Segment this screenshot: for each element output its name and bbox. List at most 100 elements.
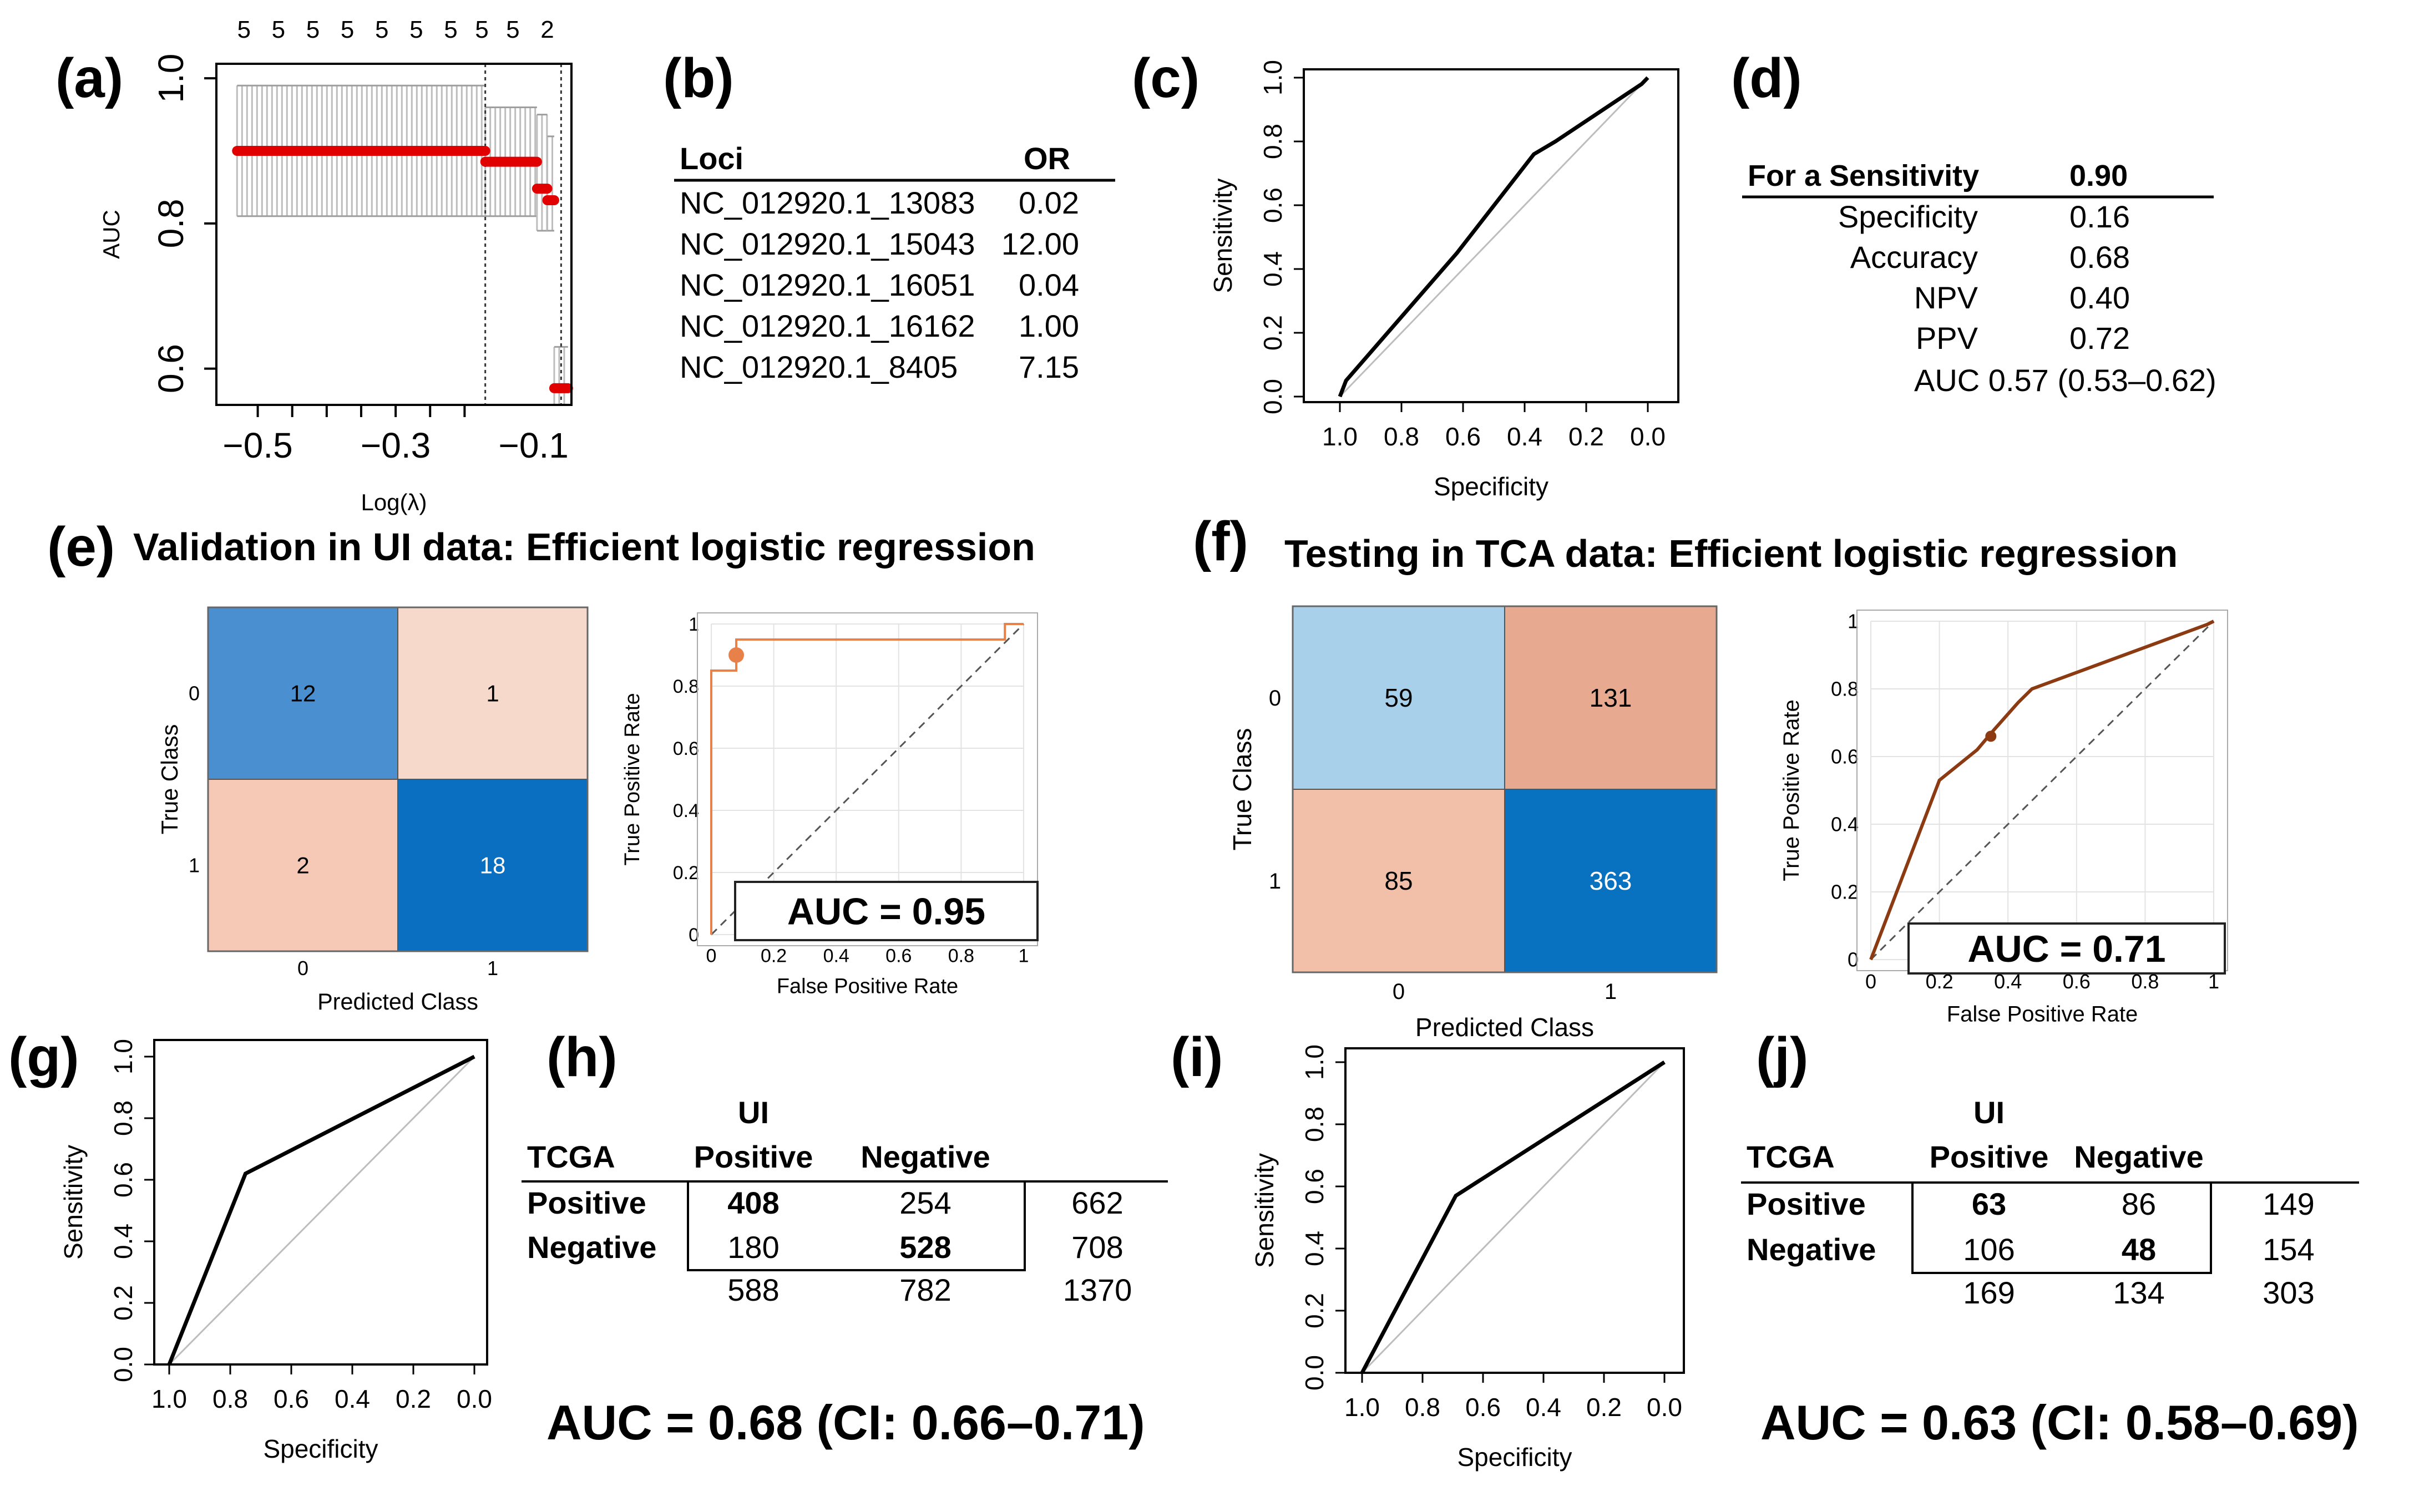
- c-y-tick-label: 0.4: [1258, 251, 1287, 287]
- j-col-total: 134: [2113, 1275, 2164, 1310]
- a-top-count: 5: [237, 16, 250, 43]
- h-col-group: UI: [738, 1095, 769, 1130]
- c-x-tick-label: 0.0: [1630, 422, 1666, 451]
- g-roc-curve: [167, 1054, 475, 1366]
- f-cm-cell: [1292, 606, 1505, 790]
- c-roc-curve: [1338, 76, 1649, 398]
- e-roc-x-tick-label: 0.6: [885, 945, 912, 966]
- d-table-rows: Specificity 0.16 Accuracy 0.68 NPV 0.40 PPV 0.7…: [1838, 199, 2130, 356]
- f-cm-col-label: 1: [1605, 980, 1617, 1004]
- i-y-tick-label: 0.0: [1300, 1355, 1329, 1391]
- e-roc-y-tick-label: 1: [689, 614, 699, 635]
- j-row-total: 149: [2263, 1186, 2314, 1221]
- a-x-tick-label: −0.5: [222, 425, 292, 465]
- j-row-group: TCGA: [1747, 1139, 1835, 1174]
- panel-a-letter: (a): [55, 47, 123, 109]
- e-roc-auc-label: AUC = 0.95: [787, 891, 985, 933]
- e-roc-x-tick-label: 0.8: [948, 945, 974, 966]
- a-x-axis-label: Log(λ): [361, 489, 427, 515]
- j-auc-line: AUC = 0.63 (CI: 0.58–0.69): [1760, 1395, 2359, 1450]
- e-roc-y-tick-label: 0.6: [673, 738, 699, 759]
- i-x-tick-label: 1.0: [1344, 1393, 1380, 1422]
- panel-g-letter: (g): [8, 1026, 79, 1088]
- h-auc-line: AUC = 0.68 (CI: 0.66–0.71): [546, 1395, 1145, 1450]
- panel-g-roc: 1.0 0.8 0.6 0.4 0.2 0.0 0.0 0.2 0.4 0.6 0.8 1.0 Spec…: [59, 1039, 492, 1463]
- e-cm-cell: [397, 779, 588, 952]
- b-locus-cell: NC_012920.1_13083: [680, 185, 975, 220]
- a-y-tick-label: 1.0: [151, 54, 191, 103]
- e-roc-y-tick-label: 0.8: [673, 676, 699, 697]
- g-y-tick-label: 0.2: [109, 1285, 138, 1321]
- h-cell: 180: [727, 1230, 779, 1265]
- f-confusion-matrix: 59 131 85 363 0 1 0 1 Predicted Class True Class: [1228, 605, 1718, 1042]
- panel-b-odds-table: Loci OR NC_012920.1_13083 0.02NC_012920.1…: [674, 141, 1115, 384]
- b-locus-cell: NC_012920.1_8405: [680, 349, 958, 384]
- f-roc-y-tick-label: 0.8: [1831, 678, 1859, 701]
- b-or-cell: 12.00: [1001, 226, 1079, 261]
- i-y-tick-label: 0.2: [1300, 1293, 1329, 1328]
- j-row-header: Positive: [1747, 1186, 1866, 1221]
- panel-c-letter: (c): [1132, 47, 1200, 109]
- f-roc-y-tick-label: 0.4: [1831, 813, 1859, 836]
- e-cm-cell-value: 18: [480, 853, 506, 879]
- h-row-header: Negative: [527, 1230, 656, 1265]
- e-cm-cell: [208, 607, 398, 780]
- h-table: UI TCGA Positive Negative Positive 408 254 662 N…: [522, 1095, 1168, 1450]
- c-x-axis-label: Specificity: [1434, 472, 1548, 501]
- f-cm-cell: [1504, 789, 1717, 973]
- a-cv-lines: [484, 64, 562, 405]
- a-error-bars: [236, 84, 568, 406]
- e-roc-x-tick-label: 0: [706, 945, 717, 966]
- a-top-count: 2: [540, 16, 554, 43]
- a-y-tick-label: 0.8: [151, 199, 191, 248]
- c-x-tick-label: 0.2: [1568, 422, 1604, 451]
- f-roc-auc-label: AUC = 0.71: [1967, 928, 2165, 970]
- g-diagonal: [168, 1056, 475, 1366]
- f-roc-x-tick-label: 1: [2208, 970, 2219, 993]
- e-roc-auc-box: [734, 881, 1039, 941]
- h-col-total: 588: [727, 1272, 779, 1307]
- g-y-tick-label: 0.4: [109, 1224, 138, 1259]
- g-plot: 1.0 0.8 0.6 0.4 0.2 0.0 0.0 0.2 0.4 0.6 0.8 1.0 Spec…: [59, 1039, 492, 1463]
- panel-h-letter: (h): [546, 1026, 618, 1088]
- a-top-count: 5: [272, 16, 285, 43]
- f-cm-cell-value: 131: [1590, 683, 1632, 712]
- panel-f-title: Testing in TCA data: Efficient logistic …: [1284, 532, 2178, 575]
- h-row-header: Positive: [527, 1185, 646, 1220]
- c-x-tick-label: 1.0: [1322, 422, 1358, 451]
- c-y-tick-label: 0.0: [1258, 379, 1287, 414]
- a-axes: −0.5 −0.3 −0.1 0.6 0.8 1.0 AUC Log(λ): [98, 54, 569, 515]
- g-y-tick-label: 0.8: [109, 1100, 138, 1136]
- h-row-total: 708: [1071, 1230, 1123, 1265]
- j-col-group: UI: [1973, 1095, 2005, 1130]
- f-cm-col-label: 0: [1393, 980, 1405, 1004]
- e-roc-x-tick-label: 0.4: [823, 945, 849, 966]
- f-cm-cell-value: 59: [1384, 683, 1413, 712]
- panel-d-letter: (d): [1731, 47, 1802, 109]
- e-roc-y-tick-label: 0.4: [673, 800, 699, 821]
- a-top-count: 5: [409, 16, 423, 43]
- g-plot-frame: [153, 1039, 488, 1366]
- e-cm-cell: [397, 607, 588, 780]
- e-cm-row-label: 0: [189, 682, 200, 705]
- e-cm-row-label: 1: [189, 854, 200, 877]
- f-roc-auc-box: [1907, 922, 2226, 975]
- i-y-tick-label: 0.8: [1300, 1107, 1329, 1142]
- e-roc-plot: 00 0.2 0.2 0.4 0.4 0.6 0.6 0.8 0.8 1 1 AUC = 0.95 Fa…: [621, 612, 1039, 998]
- i-x-tick-label: 0.4: [1526, 1393, 1561, 1422]
- h-inner-box: [687, 1180, 1026, 1271]
- d-metric-label: Specificity: [1838, 199, 1978, 234]
- j-inner-box: [1911, 1181, 2212, 1274]
- d-header-label: For a Sensitivity: [1748, 159, 1979, 192]
- i-x-tick-label: 0.8: [1405, 1393, 1440, 1422]
- f-cm-frame: [1292, 605, 1718, 973]
- g-x-tick-label: 1.0: [151, 1384, 187, 1413]
- g-y-tick-label: 0.6: [109, 1162, 138, 1198]
- b-or-cell: 0.02: [1019, 185, 1079, 220]
- f-roc-y-tick-label: 0: [1848, 948, 1859, 971]
- i-y-axis-label: Sensitivity: [1250, 1153, 1279, 1268]
- b-col-loci-header: Loci: [680, 141, 743, 176]
- b-locus-cell: NC_012920.1_16051: [680, 267, 975, 302]
